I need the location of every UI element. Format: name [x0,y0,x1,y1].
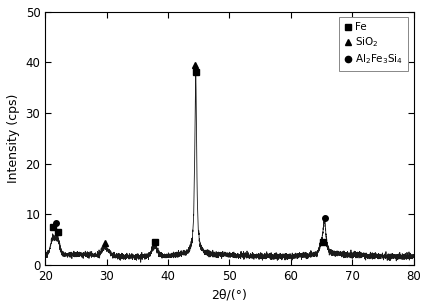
Legend: Fe, SiO$_2$, Al$_2$Fe$_3$Si$_4$: Fe, SiO$_2$, Al$_2$Fe$_3$Si$_4$ [339,17,408,71]
Y-axis label: Intensity (cps): Intensity (cps) [7,94,20,183]
X-axis label: 2θ/(°): 2θ/(°) [211,288,247,301]
